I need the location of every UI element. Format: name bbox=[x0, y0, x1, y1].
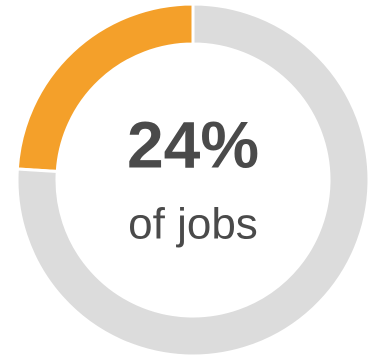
center-subtitle: of jobs bbox=[128, 200, 258, 249]
donut bbox=[15, 2, 371, 358]
donut-segment bbox=[15, 2, 371, 358]
center-value: 24% bbox=[127, 107, 259, 181]
